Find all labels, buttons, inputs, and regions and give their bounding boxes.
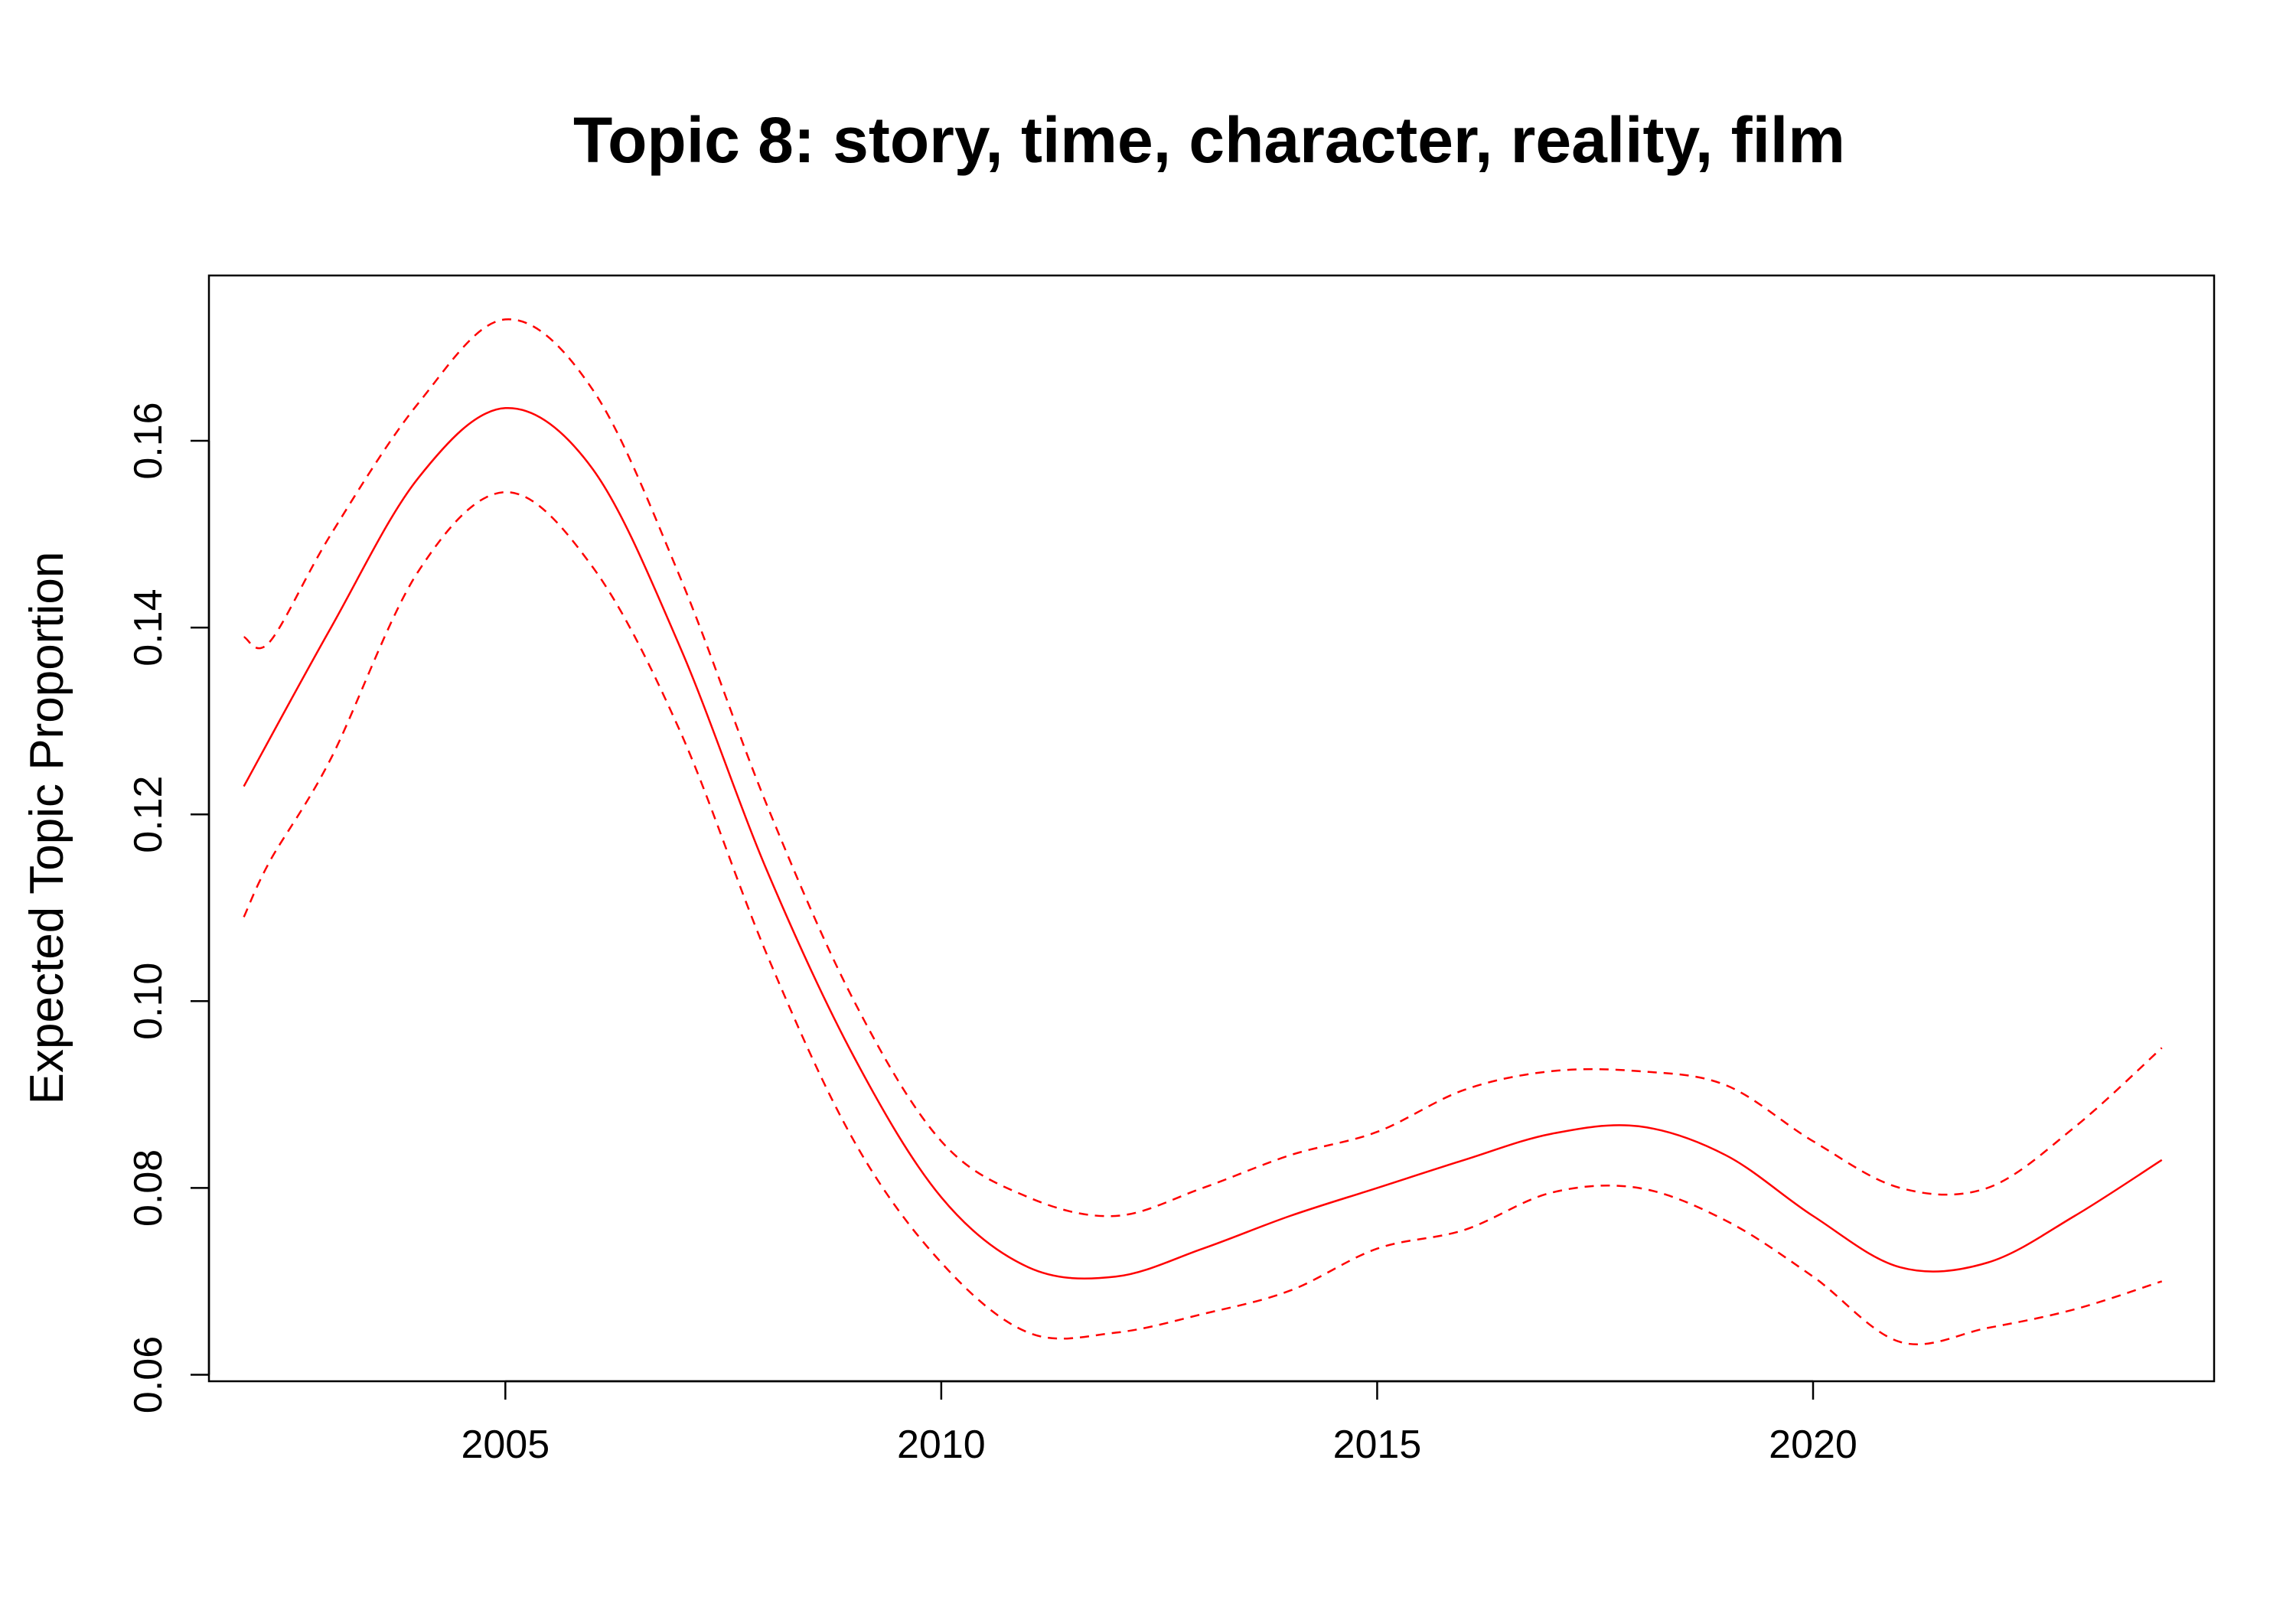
y-tick-label: 0.08 — [126, 1149, 171, 1227]
x-axis: 2005 2010 2015 2020 — [461, 1380, 1857, 1467]
y-tick-label: 0.16 — [126, 402, 171, 479]
x-tick-label: 2020 — [1769, 1423, 1857, 1467]
upper-ci-line — [243, 318, 2163, 1217]
x-tick-label: 2015 — [1333, 1423, 1422, 1467]
y-tick-label: 0.10 — [126, 963, 171, 1040]
series-layer — [243, 318, 2163, 1345]
plot-frame — [207, 274, 2216, 1383]
chart-title: Topic 8: story, time, character, reality… — [573, 104, 1845, 176]
y-tick-label: 0.06 — [126, 1336, 171, 1413]
y-tick-label: 0.12 — [126, 776, 171, 853]
x-tick-label: 2010 — [897, 1423, 986, 1467]
y-tick-label: 0.14 — [126, 588, 171, 666]
y-axis: 0.06 0.08 0.10 0.12 0.14 0.16 — [126, 402, 210, 1413]
lower-ci-line — [243, 491, 2163, 1345]
x-tick-label: 2005 — [461, 1423, 550, 1467]
y-axis-label: Expected Topic Proportion — [21, 552, 73, 1105]
estimate-line — [243, 407, 2163, 1280]
